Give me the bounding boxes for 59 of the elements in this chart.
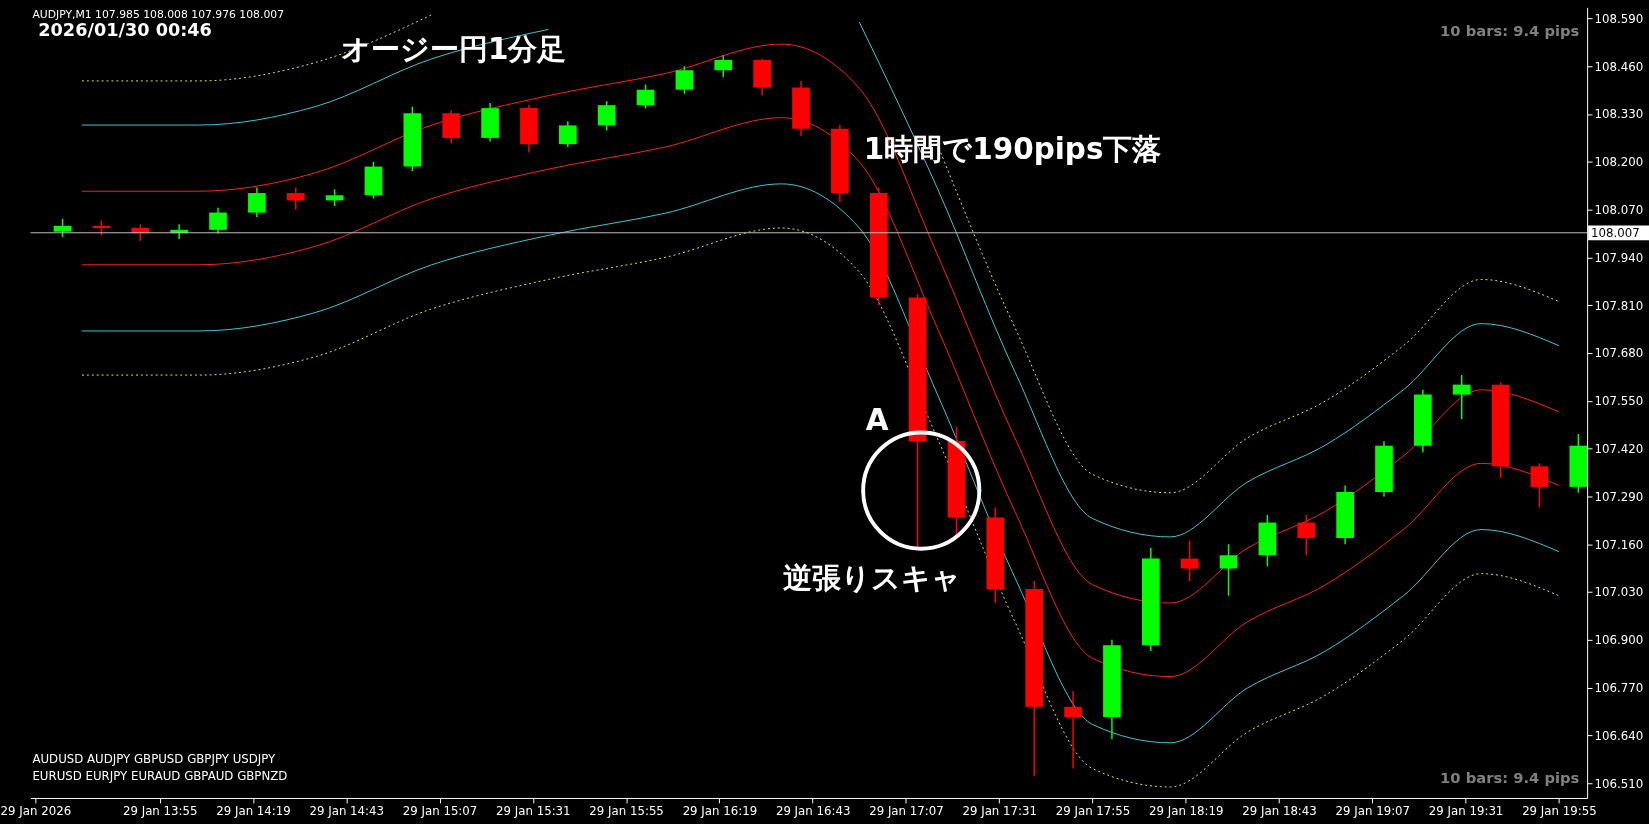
candlestick <box>714 54 733 78</box>
annotation: 10 bars: 9.4 pips <box>1440 21 1580 39</box>
candlestick <box>636 83 655 110</box>
x-tick-label: 29 Jan 18:43 <box>1242 804 1317 819</box>
line-series <box>81 117 1560 678</box>
candlestick <box>1219 543 1238 597</box>
annotation: 10 bars: 9.4 pips <box>1440 769 1580 787</box>
x-tick-label: 29 Jan 15:07 <box>402 804 478 819</box>
candlestick <box>597 100 616 132</box>
y-tick-label: 107.160 <box>1594 537 1644 552</box>
y-tick-label: 108.330 <box>1594 107 1644 122</box>
x-tick-label: 29 Jan 14:43 <box>309 804 385 819</box>
candlestick <box>1530 462 1549 509</box>
y-tick-label: 108.590 <box>1594 11 1644 26</box>
x-tick-label: 29 Jan 18:19 <box>1149 804 1224 819</box>
y-tick-label: 107.030 <box>1594 585 1644 600</box>
candlestick <box>209 207 227 235</box>
x-tick-label: 29 Jan 15:55 <box>589 804 664 819</box>
x-tick-label: 29 Jan 19:07 <box>1335 804 1411 819</box>
candlestick <box>558 120 577 148</box>
y-tick-label: 106.900 <box>1594 633 1644 648</box>
candlestick <box>1180 539 1199 582</box>
annotation: A <box>865 402 889 437</box>
annotation: EURUSD EURJPY EURAUD GBPAUD GBPNZD <box>32 769 288 784</box>
candlestick <box>1064 690 1082 770</box>
y-tick-label: 106.770 <box>1594 681 1644 696</box>
y-tick-label: 107.290 <box>1594 489 1644 504</box>
x-tick-label: 29 Jan 13:55 <box>122 804 198 819</box>
x-tick-label: 29 Jan 14:19 <box>216 804 291 819</box>
candlestick <box>1297 514 1316 557</box>
x-tick-label: 29 Jan 19:31 <box>1428 804 1504 819</box>
y-tick-label: 107.680 <box>1594 346 1644 361</box>
candlestick <box>286 186 305 211</box>
x-tick-label: 29 Jan 19:55 <box>1522 804 1597 819</box>
y-tick-label: 107.420 <box>1594 442 1644 457</box>
y-tick-label: 108.460 <box>1594 59 1644 74</box>
annotation: AUDJPY,M1 107.985 108.008 107.976 108.007 <box>32 8 284 22</box>
x-tick-label: 29 Jan 17:31 <box>962 804 1037 819</box>
x-tick-label: 29 Jan 17:07 <box>869 804 944 819</box>
y-tick-label: 106.510 <box>1594 776 1644 791</box>
ref-line-label: 108.007 <box>1591 225 1640 240</box>
y-tick-label: 108.070 <box>1594 203 1644 218</box>
annotation: 逆張りスキャ <box>783 560 962 595</box>
candlestick <box>1452 374 1471 420</box>
candlestick <box>675 65 694 95</box>
y-tick-label: 107.940 <box>1594 250 1644 265</box>
x-tick-label: 29 Jan 17:55 <box>1055 804 1131 819</box>
y-tick-label: 107.810 <box>1594 298 1644 313</box>
x-tick-label: 29 Jan 16:43 <box>775 804 851 819</box>
y-tick-label: 108.200 <box>1594 155 1644 170</box>
annotation: AUDUSD AUDJPY GBPUSD GBPJPY USDJPY <box>32 751 277 766</box>
annotation: 2026/01/30 00:46 <box>38 19 212 40</box>
x-tick-label: 29 Jan 2026 <box>0 804 72 819</box>
candlestick <box>248 186 266 218</box>
x-tick-label: 29 Jan 16:19 <box>682 804 758 819</box>
y-tick-label: 106.640 <box>1594 728 1644 743</box>
x-tick-label: 29 Jan 15:31 <box>496 804 571 819</box>
y-tick-label: 107.550 <box>1594 394 1644 409</box>
candlestick <box>53 218 72 238</box>
